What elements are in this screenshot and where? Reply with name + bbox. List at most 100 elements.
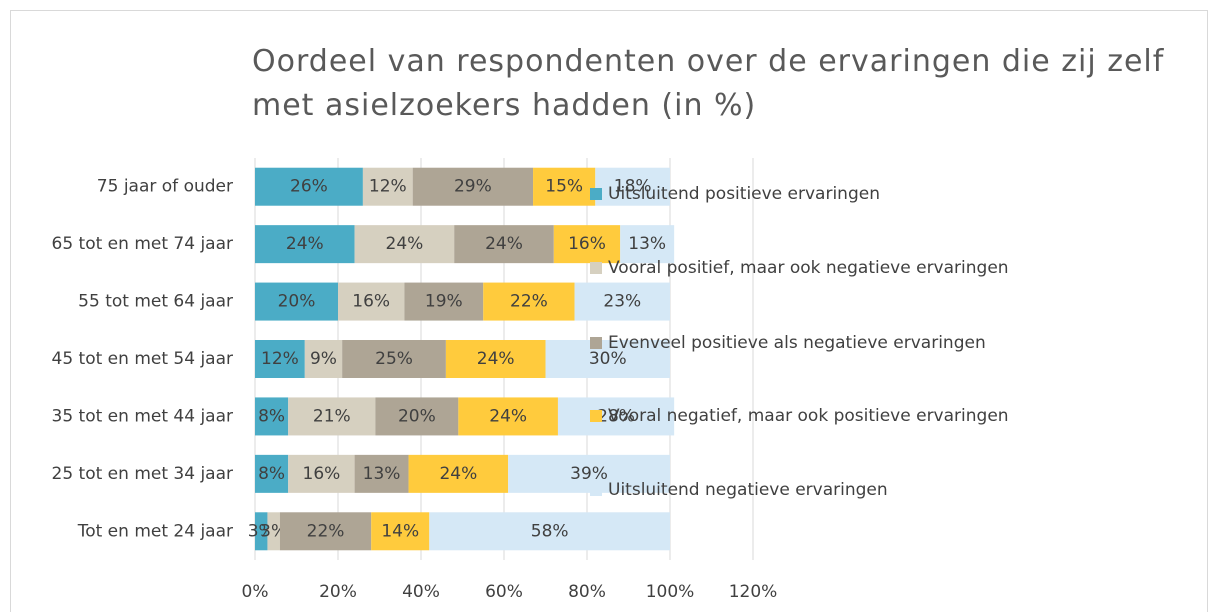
data-label: 23% (603, 292, 641, 312)
data-label: 24% (489, 406, 527, 426)
bar-segment (338, 282, 405, 321)
data-label: 58% (531, 521, 569, 541)
bar-segment (255, 454, 289, 493)
legend-swatch (590, 337, 602, 349)
y-tick-label: 25 tot en met 34 jaar (52, 464, 233, 484)
y-tick-label: 45 tot en met 54 jaar (52, 349, 233, 369)
data-label: 21% (313, 406, 351, 426)
data-label: 20% (278, 292, 316, 312)
data-label: 24% (477, 349, 515, 369)
bar-segment (429, 512, 670, 551)
bar-segment (279, 512, 372, 551)
bar-segment (533, 167, 596, 206)
y-tick-label: 65 tot en met 74 jaar (52, 234, 233, 254)
bar-segment (404, 282, 484, 321)
bar-segment (362, 167, 413, 206)
bar-segment (288, 454, 355, 493)
chart-title: Oordeel van respondenten over de ervarin… (252, 44, 1165, 123)
y-tick-label: 55 tot met 64 jaar (78, 292, 233, 312)
legend-item: Uitsluitend negatieve ervaringen (590, 476, 1178, 504)
bar-segment (255, 397, 289, 436)
bar-segment (288, 397, 376, 436)
bar-segment (304, 340, 343, 378)
bar-segment (483, 282, 575, 321)
legend-swatch (590, 262, 602, 274)
legend-label: Vooral negatief, maar ook positieve erva… (608, 406, 1009, 426)
y-tick-label: Tot en met 24 jaar (77, 521, 233, 541)
data-label: 26% (290, 177, 328, 197)
data-label: 8% (258, 406, 285, 426)
data-label: 14% (381, 521, 419, 541)
bar-segment (267, 512, 280, 551)
bar-segment (255, 340, 305, 378)
data-label: 9% (310, 349, 337, 369)
x-tick-label: 60% (485, 582, 523, 602)
bar-segment (445, 340, 546, 378)
data-label: 16% (303, 464, 341, 484)
y-tick-label: 35 tot en met 44 jaar (52, 406, 233, 426)
y-tick-label: 75 jaar of ouder (97, 177, 233, 197)
legend-swatch (590, 188, 602, 200)
x-tick-label: 80% (568, 582, 606, 602)
bar-segment (508, 454, 670, 493)
bar-segment (553, 225, 621, 264)
x-tick-label: 120% (729, 582, 778, 602)
legend-label: Uitsluitend positieve ervaringen (608, 184, 880, 204)
legend-item: Evenveel positieve als negatieve ervarin… (590, 329, 1178, 357)
data-label: 22% (307, 521, 345, 541)
bar-segment (620, 225, 675, 264)
data-label: 13% (363, 464, 401, 484)
data-label: 29% (454, 177, 492, 197)
bar-segment (454, 225, 554, 264)
data-label: 16% (568, 234, 606, 254)
data-label: 19% (425, 292, 463, 312)
data-label: 39% (570, 464, 608, 484)
data-label: 12% (261, 349, 299, 369)
data-label: 18% (614, 177, 652, 197)
data-label: 8% (258, 464, 285, 484)
legend-item: Vooral negatief, maar ook positieve erva… (590, 402, 1178, 430)
data-label: 12% (369, 177, 407, 197)
bar-segment (342, 340, 446, 378)
data-label: 28% (597, 406, 635, 426)
bar-segment (354, 225, 455, 264)
data-label: 13% (628, 234, 666, 254)
data-label: 24% (286, 234, 324, 254)
legend-swatch (590, 410, 602, 422)
legend-label: Evenveel positieve als negatieve ervarin… (608, 333, 986, 353)
bar-segment (557, 397, 675, 436)
bar-segment (371, 512, 430, 551)
legend-swatch (590, 484, 602, 496)
data-label: 24% (386, 234, 424, 254)
bar-segment (595, 167, 670, 206)
bar-segment (255, 225, 355, 264)
x-tick-label: 100% (646, 582, 695, 602)
data-label: 24% (439, 464, 477, 484)
data-label: 22% (510, 292, 548, 312)
bar-segment (574, 282, 670, 321)
bar-segment (408, 454, 509, 493)
legend-item: Uitsluitend positieve ervaringen (590, 180, 1178, 208)
data-label: 16% (352, 292, 390, 312)
data-label: 24% (485, 234, 523, 254)
data-label: 25% (375, 349, 413, 369)
data-label: 30% (589, 349, 627, 369)
legend-label: Vooral positief, maar ook negatieve erva… (608, 258, 1009, 278)
bar-segment (255, 167, 363, 206)
bar-segment (458, 397, 558, 436)
bar-segment (412, 167, 534, 206)
chart-frame (10, 10, 1208, 612)
bar-segment (354, 454, 409, 493)
bar-segment (545, 340, 670, 378)
x-tick-label: 0% (242, 582, 269, 602)
x-tick-label: 20% (319, 582, 357, 602)
legend-item: Vooral positief, maar ook negatieve erva… (590, 254, 1178, 282)
bar-segment (375, 397, 459, 436)
x-tick-label: 40% (402, 582, 440, 602)
legend-label: Uitsluitend negatieve ervaringen (608, 480, 888, 500)
bar-segment (255, 282, 338, 321)
bar-segment (255, 512, 268, 551)
data-label: 20% (398, 406, 436, 426)
